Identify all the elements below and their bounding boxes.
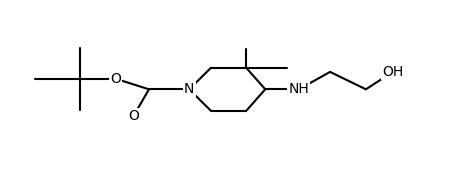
Text: OH: OH [382,65,403,79]
Text: O: O [110,72,121,86]
Text: N: N [184,82,194,96]
Text: NH: NH [288,82,309,96]
Text: O: O [128,109,139,123]
